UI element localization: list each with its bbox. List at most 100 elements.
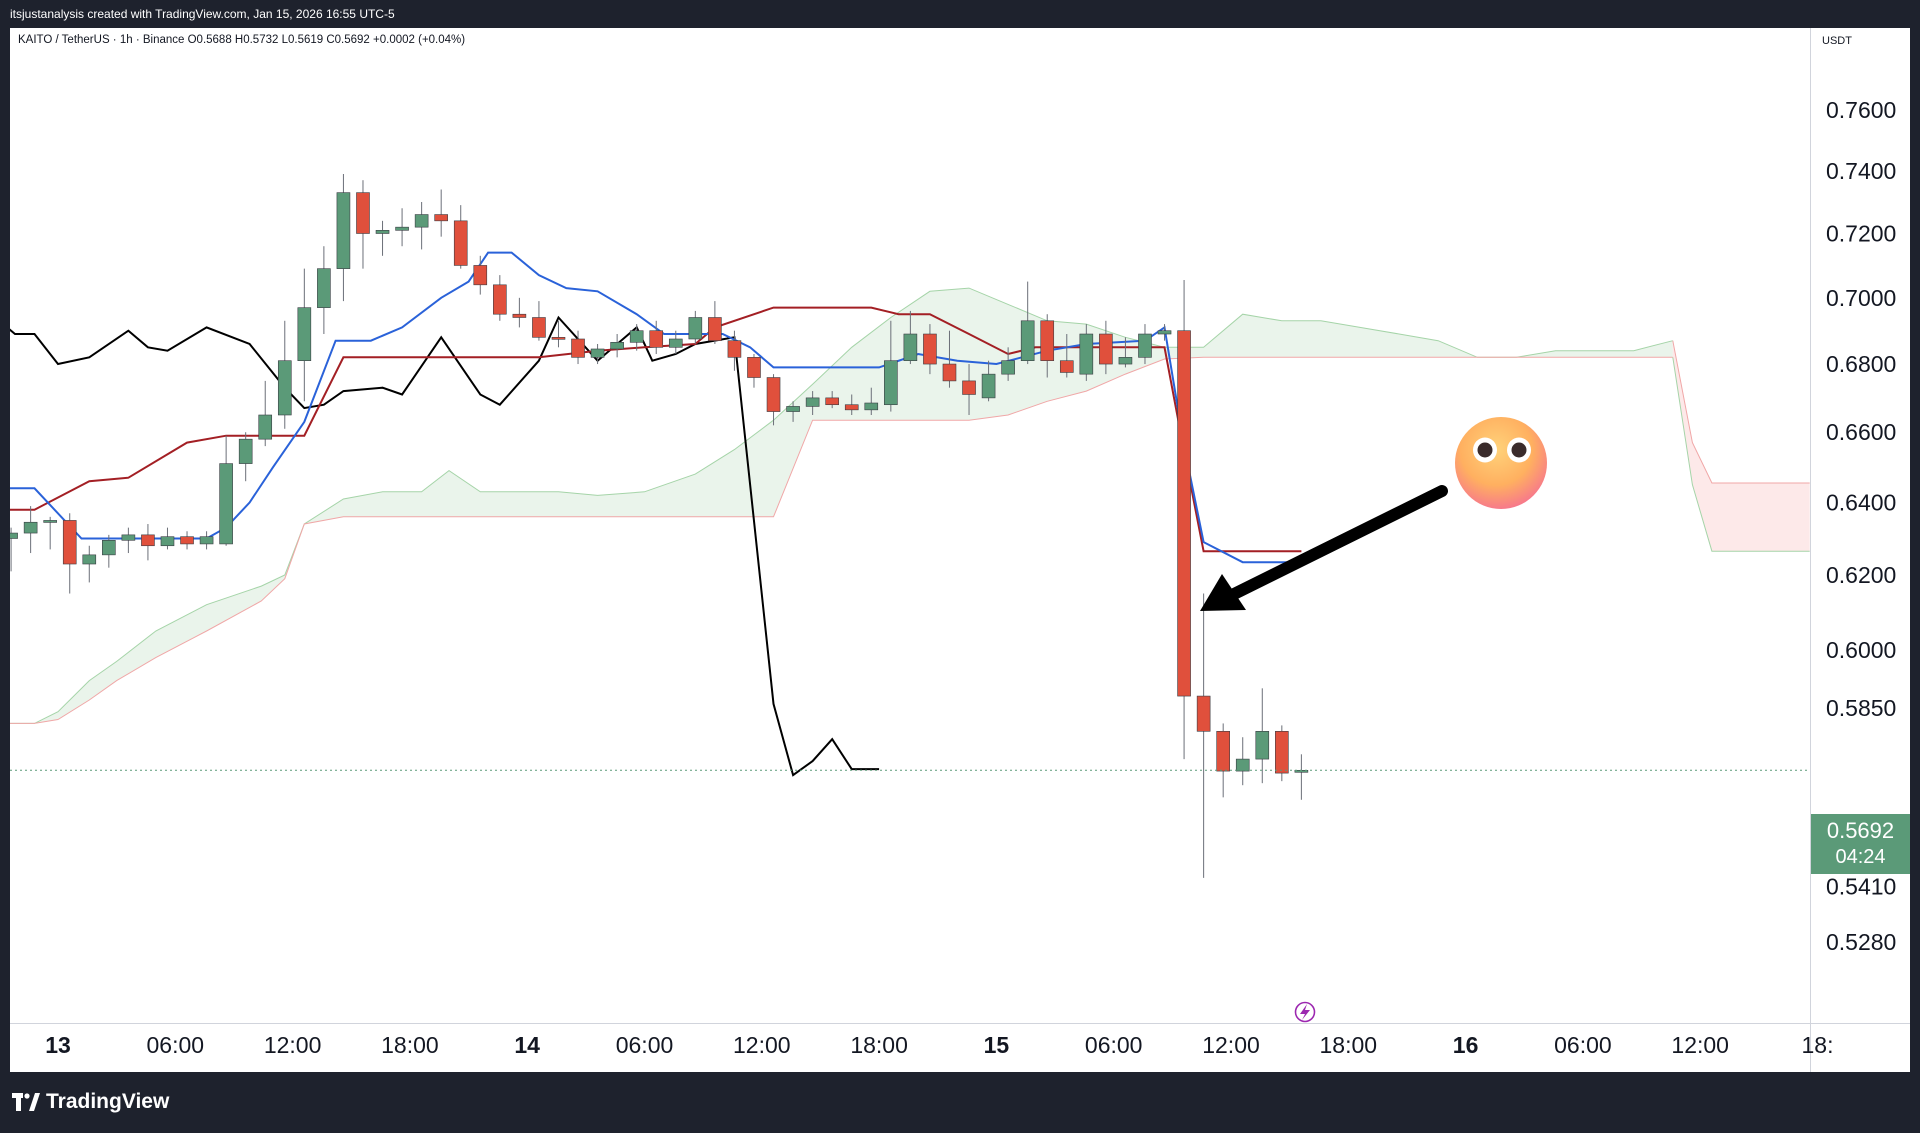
candle xyxy=(1255,688,1270,784)
time-tick-label: 16 xyxy=(1453,1032,1479,1058)
candle xyxy=(1196,593,1211,878)
time-tick-label: 06:00 xyxy=(1085,1032,1143,1058)
time-tick-label: 18:00 xyxy=(1320,1032,1378,1058)
leading-span-a-bearish xyxy=(1672,340,1810,484)
candle xyxy=(571,330,585,365)
candle xyxy=(551,320,566,348)
price-tick-label: 0.6400 xyxy=(1826,490,1896,516)
candle xyxy=(1294,754,1309,800)
time-tick-label: 14 xyxy=(514,1032,540,1058)
candle-body xyxy=(590,348,605,358)
candle-body xyxy=(141,534,155,547)
candle xyxy=(473,255,488,295)
candle-body xyxy=(434,214,448,222)
brand-name: TradingView xyxy=(46,1090,170,1113)
candle-body xyxy=(414,214,429,228)
chart-canvas[interactable]: 0.7600 0.7400 0.7200 0.7000 0.6800 0.6600 0.64… xyxy=(10,28,1910,1072)
candle-body xyxy=(903,333,918,361)
candle-body xyxy=(395,226,409,231)
time-tick-label: 06:00 xyxy=(1554,1032,1612,1058)
price-tick-label: 0.6600 xyxy=(1826,419,1896,445)
symbol-legend[interactable]: KAITO / TetherUS · 1h · Binance O0.5688 … xyxy=(18,34,466,46)
candle-body xyxy=(219,463,233,545)
currency-label[interactable]: USDT xyxy=(1822,35,1852,47)
candle xyxy=(43,516,57,550)
candle xyxy=(219,435,233,546)
time-tick-label: 12:00 xyxy=(733,1032,791,1058)
candle xyxy=(805,391,820,415)
footer-bar: TradingView xyxy=(0,1072,1920,1133)
candle xyxy=(864,387,879,415)
candle-body xyxy=(199,536,214,545)
candle xyxy=(766,374,781,426)
last-price-tag: 0.5692 04:24 xyxy=(1811,814,1910,874)
chart-panel[interactable]: 0.7600 0.7400 0.7200 0.7000 0.6800 0.6600 0.64… xyxy=(10,28,1910,1072)
candle xyxy=(649,320,664,354)
candle-body xyxy=(1040,320,1055,361)
candle xyxy=(258,380,273,447)
candle-body xyxy=(317,268,331,308)
candle-body xyxy=(1118,357,1133,365)
candle xyxy=(727,330,742,371)
candle xyxy=(238,432,253,482)
candle-body xyxy=(884,360,898,406)
candle-body xyxy=(82,554,97,565)
candle-body xyxy=(864,402,879,411)
bar-countdown: 04:24 xyxy=(1835,846,1886,868)
candle-body xyxy=(238,438,253,464)
candle-body xyxy=(962,380,976,395)
candle xyxy=(1118,337,1133,368)
candle-body xyxy=(23,521,38,534)
candle-body xyxy=(825,397,839,406)
candle-body xyxy=(981,373,996,399)
ichimoku-cloud xyxy=(10,287,1810,724)
candle xyxy=(180,531,194,550)
price-tick-label: 0.7000 xyxy=(1826,285,1896,311)
candle xyxy=(82,545,97,583)
candle-body xyxy=(121,534,136,541)
candle-body xyxy=(668,338,683,348)
arrow-shaft xyxy=(1222,485,1448,603)
candle xyxy=(884,320,898,412)
candle xyxy=(942,330,957,388)
candle xyxy=(336,174,351,302)
candle xyxy=(747,353,761,388)
candle xyxy=(62,513,77,594)
candle xyxy=(981,360,996,402)
price-tick-label: 0.5850 xyxy=(1826,695,1896,721)
candle-body xyxy=(336,192,351,269)
time-tick-label: 13 xyxy=(45,1032,71,1058)
leading-span-b-bearish xyxy=(1672,357,1810,552)
candle-body xyxy=(1275,731,1289,774)
candle xyxy=(1177,279,1191,760)
time-tick-label: 18: xyxy=(1802,1032,1834,1058)
price-tick-label: 0.7200 xyxy=(1826,220,1896,246)
candle xyxy=(590,343,605,365)
price-tick-label: 0.7600 xyxy=(1826,97,1896,123)
tradingview-brand[interactable]: TradingView xyxy=(12,1090,169,1114)
candle xyxy=(825,391,839,409)
candle-body xyxy=(1059,360,1074,373)
candle xyxy=(512,297,527,328)
candle-body xyxy=(532,317,546,338)
leading-span-b xyxy=(10,356,1673,724)
candle xyxy=(844,394,859,415)
candle xyxy=(23,506,38,554)
candle xyxy=(375,220,390,256)
candle-body xyxy=(727,340,742,358)
candle-body xyxy=(942,363,957,382)
candle xyxy=(395,208,409,247)
candle xyxy=(277,320,292,429)
candle-body xyxy=(571,338,585,358)
candle-body xyxy=(473,265,488,286)
tradingview-logo-icon xyxy=(12,1093,40,1111)
candle-body xyxy=(844,404,859,411)
price-tick-label: 0.6200 xyxy=(1826,562,1896,588)
candles xyxy=(10,174,1309,878)
candle xyxy=(1235,737,1250,786)
candle-body xyxy=(102,540,116,556)
candle-body xyxy=(1177,330,1191,697)
time-tick-label: 18:00 xyxy=(850,1032,908,1058)
candle xyxy=(903,310,918,365)
